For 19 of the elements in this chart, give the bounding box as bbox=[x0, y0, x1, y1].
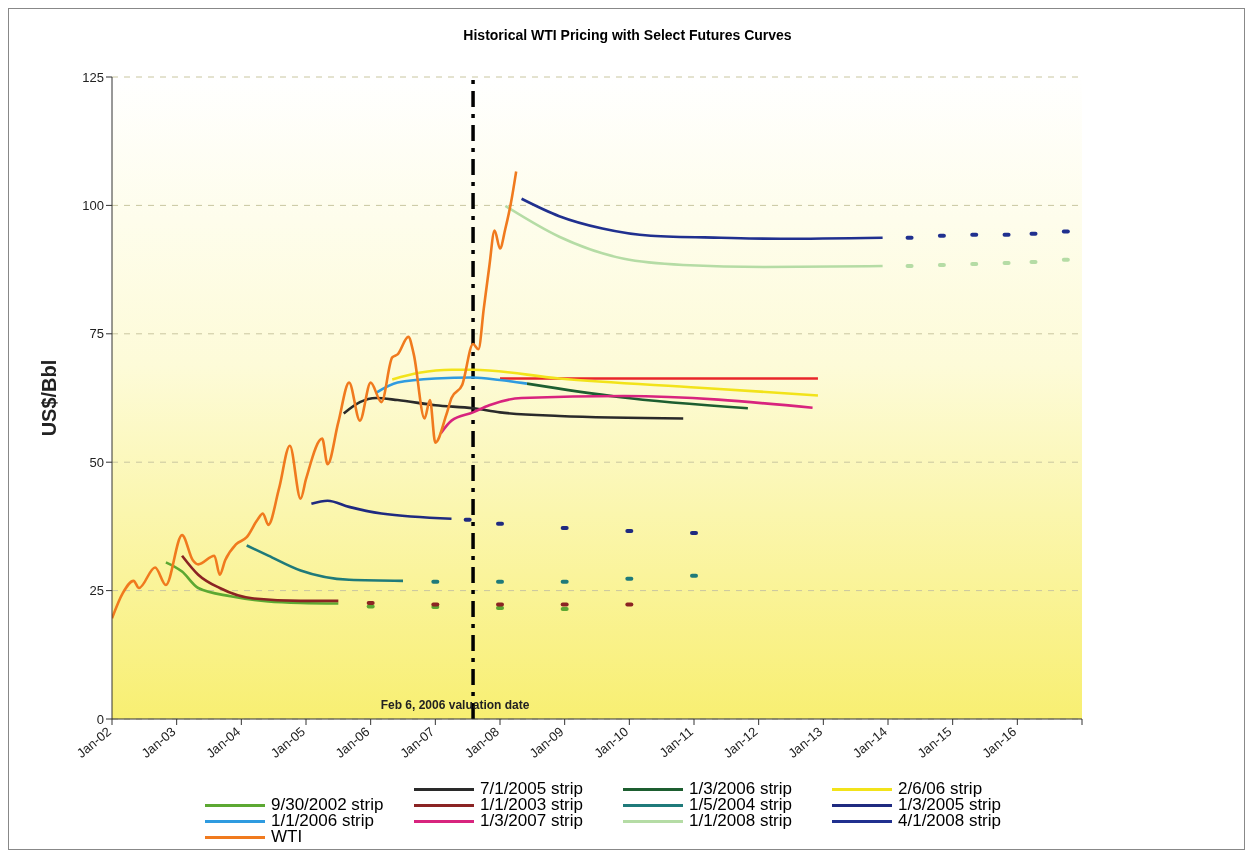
legend-label: 9/30/2002 strip bbox=[271, 795, 384, 814]
legend-label: 1/3/2006 strip bbox=[689, 779, 793, 798]
line-series bbox=[342, 396, 685, 420]
y-tick-label: 25 bbox=[89, 583, 104, 599]
legend-label: 2/6/06 strip bbox=[898, 779, 983, 798]
y-tick-label: 0 bbox=[96, 711, 104, 727]
line-series bbox=[112, 170, 518, 620]
chart-title: Historical WTI Pricing with Select Futures Curves bbox=[462, 27, 793, 43]
legend-label: 7/1/2005 strip bbox=[480, 779, 584, 798]
y-axis-title: US$/Bbl bbox=[38, 359, 61, 437]
legend-label: WTI bbox=[271, 827, 303, 846]
y-tick-label: 100 bbox=[82, 198, 104, 214]
y-tick-label: 50 bbox=[89, 454, 104, 470]
y-tick-label: 125 bbox=[82, 69, 104, 85]
legend-label: 1/1/2006 strip bbox=[271, 811, 374, 830]
y-tick-label: 75 bbox=[89, 326, 104, 342]
line-series bbox=[374, 376, 529, 395]
line-series bbox=[439, 394, 814, 435]
line-series bbox=[390, 368, 820, 397]
